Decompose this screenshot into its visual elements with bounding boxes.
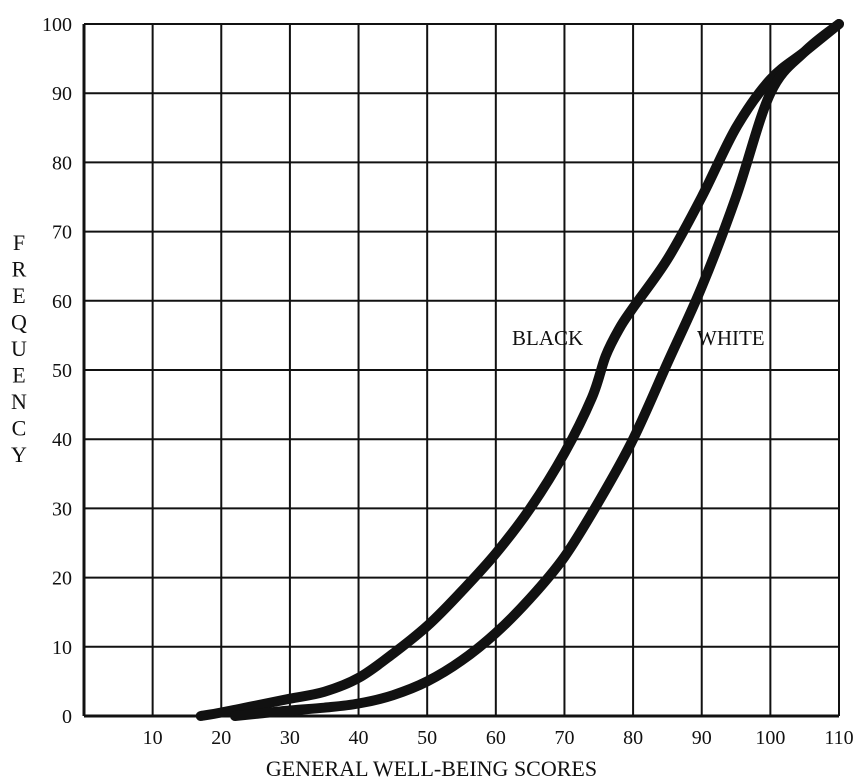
y-tick-label: 90 <box>52 83 72 105</box>
x-tick-label: 20 <box>211 727 231 749</box>
series-label-black: BLACK <box>512 326 583 350</box>
x-tick-label: 80 <box>623 727 643 749</box>
series-line-white <box>230 19 844 721</box>
x-tick-label: 90 <box>692 727 712 749</box>
grid <box>84 23 840 717</box>
y-tick-label: 50 <box>52 360 72 382</box>
x-tick-label: 70 <box>554 727 574 749</box>
y-tick-label: 70 <box>52 222 72 244</box>
x-tick-label: 10 <box>143 727 163 749</box>
y-tick-label: 10 <box>52 637 72 659</box>
y-tick-label: 100 <box>42 14 72 36</box>
series-label-white: WHITE <box>697 326 765 350</box>
x-tick-label: 30 <box>280 727 300 749</box>
y-tick-label: 20 <box>52 568 72 590</box>
series-line-black <box>195 19 844 721</box>
y-tick-label: 40 <box>52 429 72 451</box>
x-tick-label: 50 <box>417 727 437 749</box>
x-axis-title: GENERAL WELL-BEING SCORES <box>266 756 597 781</box>
y-tick-label: 30 <box>52 498 72 520</box>
x-tick-label: 40 <box>349 727 369 749</box>
series-lines <box>195 19 844 721</box>
x-tick-label: 110 <box>824 727 853 749</box>
y-tick-label: 80 <box>52 152 72 174</box>
labels: 10 20 30 40 50 60 70 80 90 100 110 0 10 20 30 40 50 60 70 8… <box>11 14 854 781</box>
y-tick-label: 60 <box>52 291 72 313</box>
y-tick-label: 0 <box>62 706 72 728</box>
x-tick-label: 100 <box>755 727 785 749</box>
x-tick-label: 60 <box>486 727 506 749</box>
